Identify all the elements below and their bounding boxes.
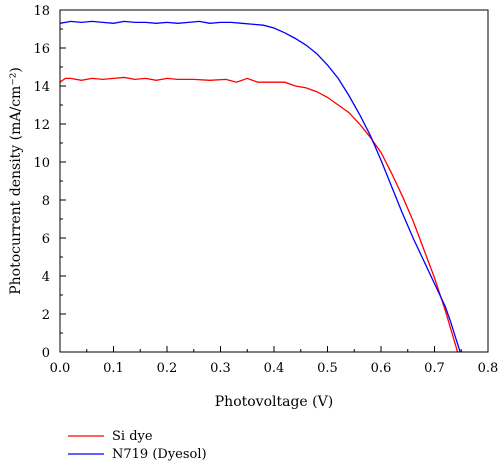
y-tick-label: 2 [42,308,50,323]
legend: Si dye N719 (Dyesol) [68,429,207,462]
y-tick-label: 6 [42,232,50,247]
y-tick-label: 14 [33,80,50,95]
legend-label-1: Si dye [112,429,153,444]
x-tick-label: 0.0 [50,361,71,376]
series-line-2 [59,20,461,353]
x-tick-label: 0.2 [157,361,178,376]
x-tick-label: 0.3 [210,361,231,376]
y-tick-label: 8 [42,194,50,209]
x-tick-label: 0.7 [424,361,445,376]
series-line-1 [59,76,459,353]
series-lines [59,20,461,353]
y-tick-label: 12 [33,118,50,133]
x-axis-title: Photovoltage (V) [215,394,333,410]
y-tick-label: 0 [42,346,50,361]
x-tick-label: 0.1 [103,361,124,376]
y-axis-title: Photocurrent density (mA/cm⁻²) [8,67,24,295]
x-tick-label: 0.5 [317,361,338,376]
y-tick-label: 18 [33,4,50,19]
x-tick-label: 0.6 [371,361,392,376]
x-tick-label: 0.8 [478,361,499,376]
plot-frame [59,9,489,353]
axis-ticks: 0.0 0.1 0.2 0.3 0.4 0.5 0.6 0.7 0.8 0 2 4 6 8 10 12 14 16… [33,4,498,376]
y-tick-label: 16 [33,42,50,57]
y-tick-label: 4 [42,270,50,285]
x-tick-label: 0.4 [264,361,285,376]
y-tick-label: 10 [33,156,50,171]
legend-label-2: N719 (Dyesol) [112,447,207,462]
